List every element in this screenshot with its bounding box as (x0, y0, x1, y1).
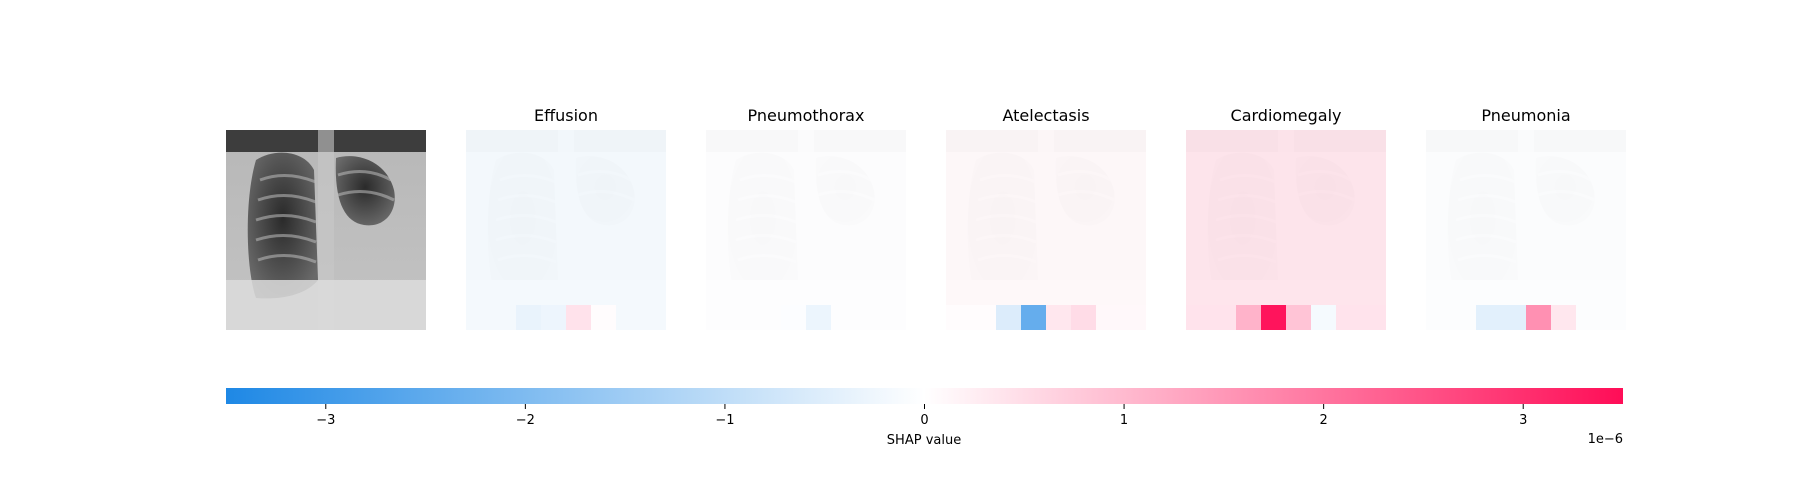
shap-cell (516, 305, 541, 330)
colorbar-tick-label: 1 (1120, 413, 1128, 428)
colorbar: −3 −2 −1 0 1 2 3 SHAP value 1e−6 (226, 388, 1623, 448)
colorbar-ticks: −3 −2 −1 0 1 2 3 (316, 404, 1527, 428)
shap-cell (1071, 305, 1096, 330)
panel-title: Pneumothorax (748, 106, 865, 125)
panel-title: Effusion (534, 106, 598, 125)
colorbar-gradient (226, 388, 1623, 404)
panel-title: Cardiomegaly (1231, 106, 1342, 125)
shap-cell (1336, 305, 1361, 330)
input-xray-image (224, 128, 428, 332)
shap-cell (1551, 305, 1576, 330)
panel-tint (706, 130, 906, 330)
panel-title: Atelectasis (1002, 106, 1089, 125)
shap-panels: Effusion Pneumothorax Atelectasis Cardiomeg… (464, 106, 1628, 332)
colorbar-tick-label: −2 (516, 413, 535, 428)
colorbar-tick-label: −1 (715, 413, 734, 428)
panel-tint (1186, 130, 1386, 330)
shap-cell (1361, 305, 1386, 330)
shap-cell (971, 305, 996, 330)
shap-panel-pneumonia: Pneumonia (1424, 106, 1628, 332)
shap-cell (1236, 305, 1261, 330)
shap-panel-cardiomegaly: Cardiomegaly (1184, 106, 1388, 332)
shap-cell (1526, 305, 1551, 330)
shap-cell (1211, 305, 1236, 330)
shap-panel-pneumothorax: Pneumothorax (704, 106, 908, 332)
panel-tint (1426, 130, 1626, 330)
shap-cell (806, 305, 831, 330)
colorbar-tick-label: −3 (316, 413, 335, 428)
panel-tint (466, 130, 666, 330)
shap-cell (1261, 305, 1286, 330)
shap-panel-atelectasis: Atelectasis (944, 106, 1148, 332)
shap-cell (1501, 305, 1526, 330)
shap-cell (996, 305, 1021, 330)
colorbar-offset-text: 1e−6 (1588, 432, 1623, 447)
shap-cell (1096, 305, 1121, 330)
shap-cell (1186, 305, 1211, 330)
shap-cell (1286, 305, 1311, 330)
colorbar-tick-label: 0 (920, 413, 928, 428)
shap-cell (591, 305, 616, 330)
colorbar-tick-label: 3 (1519, 413, 1527, 428)
shap-cell (1021, 305, 1046, 330)
shap-cell (541, 305, 566, 330)
colorbar-label: SHAP value (887, 433, 961, 448)
panel-tint (946, 130, 1146, 330)
shap-cell (566, 305, 591, 330)
shap-cell (1476, 305, 1501, 330)
shap-panel-effusion: Effusion (464, 106, 668, 332)
colorbar-tick-label: 2 (1320, 413, 1328, 428)
shap-cell (1311, 305, 1336, 330)
shap-cell (1121, 305, 1146, 330)
shap-cell (1046, 305, 1071, 330)
shap-cell (781, 305, 806, 330)
shap-cell (946, 305, 971, 330)
panel-title: Pneumonia (1481, 106, 1570, 125)
